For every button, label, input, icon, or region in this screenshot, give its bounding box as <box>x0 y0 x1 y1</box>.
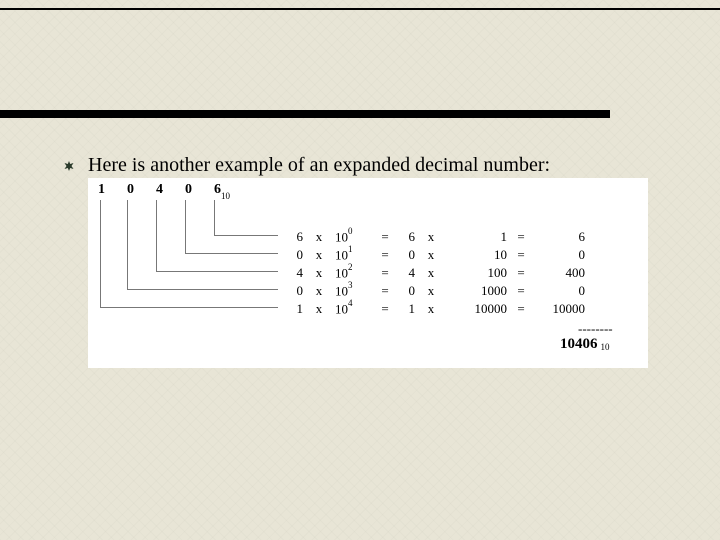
digit-2: 0 <box>127 182 134 199</box>
result: 6 <box>535 229 585 245</box>
expansion-rows: 6 x 100 = 6 x 1 = 6 0 x 101 = 0 x 10 = 0… <box>283 228 638 318</box>
number-digits: 1 0 4 0 610 <box>98 182 230 199</box>
bracket-5 <box>100 200 278 308</box>
total: 1040610 <box>560 336 607 353</box>
digit-4: 0 <box>185 182 192 199</box>
eq-symbol: = <box>375 229 395 245</box>
digit-3: 4 <box>156 182 163 199</box>
row-digit2: 6 <box>395 229 415 245</box>
x-symbol: x <box>303 229 335 245</box>
eq-symbol2: = <box>507 229 535 245</box>
expansion-row: 1 x 104 = 1 x 10000 = 10000 <box>283 300 638 318</box>
sum-divider: -------- <box>578 321 613 337</box>
digit-1: 1 <box>98 182 105 199</box>
top-divider <box>0 8 720 10</box>
digit-5: 610 <box>214 182 230 199</box>
row-digit: 6 <box>283 229 303 245</box>
multiplier: 1 <box>447 229 507 245</box>
expansion-row: 0 x 101 = 0 x 10 = 0 <box>283 246 638 264</box>
title-underline-bar <box>0 110 610 118</box>
expansion-figure: 1 0 4 0 610 6 x 100 = 6 x 1 = 6 0 x 101 … <box>88 178 648 368</box>
bullet-icon <box>63 159 75 171</box>
expansion-row: 4 x 102 = 4 x 100 = 400 <box>283 264 638 282</box>
total-subscript: 10 <box>601 342 610 352</box>
expansion-row: 0 x 103 = 0 x 1000 = 0 <box>283 282 638 300</box>
x-symbol2: x <box>415 229 447 245</box>
intro-text: Here is another example of an expanded d… <box>88 154 550 177</box>
expansion-row: 6 x 100 = 6 x 1 = 6 <box>283 228 638 246</box>
total-value: 10406 <box>560 336 598 352</box>
power: 100 <box>335 228 375 245</box>
